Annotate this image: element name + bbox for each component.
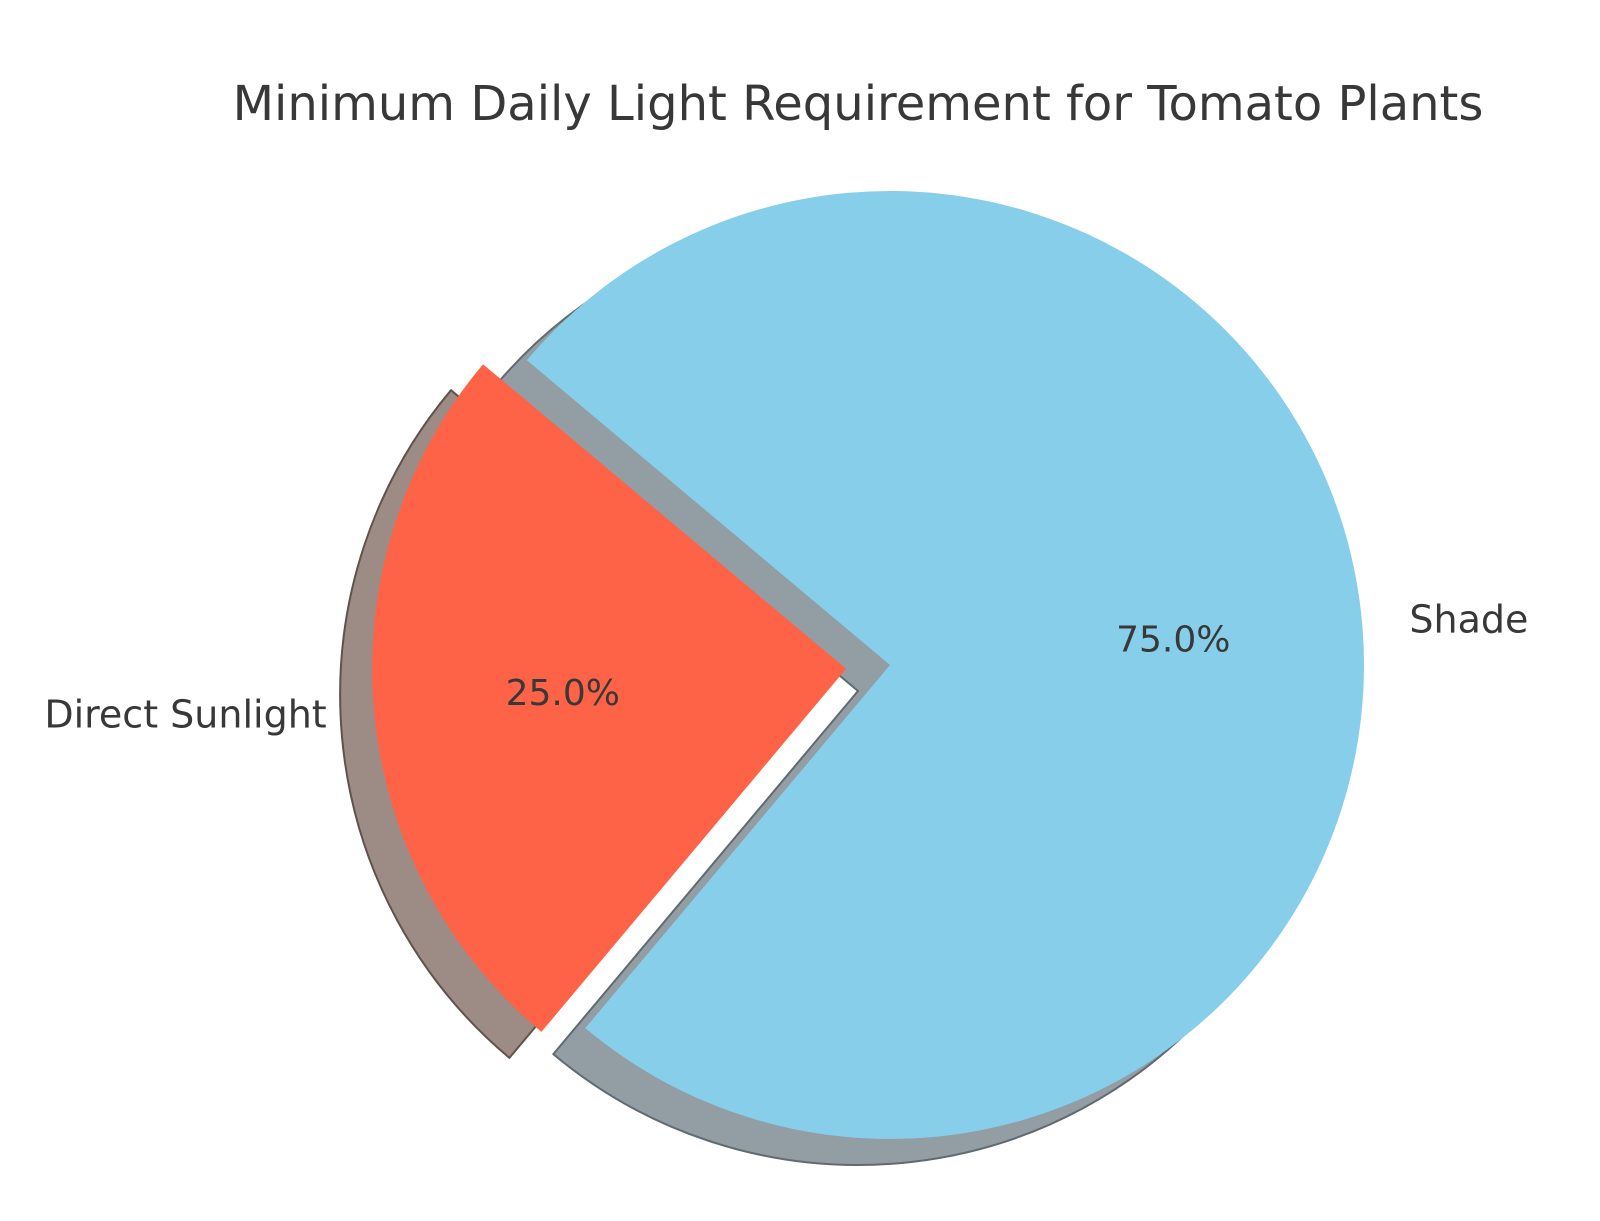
pie-wedges [372, 191, 1364, 1140]
pie-slice-shade [526, 191, 1364, 1140]
pie-slice-direct-sunlight [372, 364, 847, 1032]
slice-label-shade: Shade [1409, 598, 1528, 642]
slice-pct-shade: 75.0% [1116, 620, 1230, 661]
chart-title: Minimum Daily Light Requirement for Toma… [232, 76, 1484, 132]
slice-pct-direct-sunlight: 25.0% [506, 673, 620, 714]
pie-labels: Direct Sunlight 25.0% Shade 75.0% [44, 598, 1528, 737]
slice-label-direct-sunlight: Direct Sunlight [44, 692, 326, 736]
